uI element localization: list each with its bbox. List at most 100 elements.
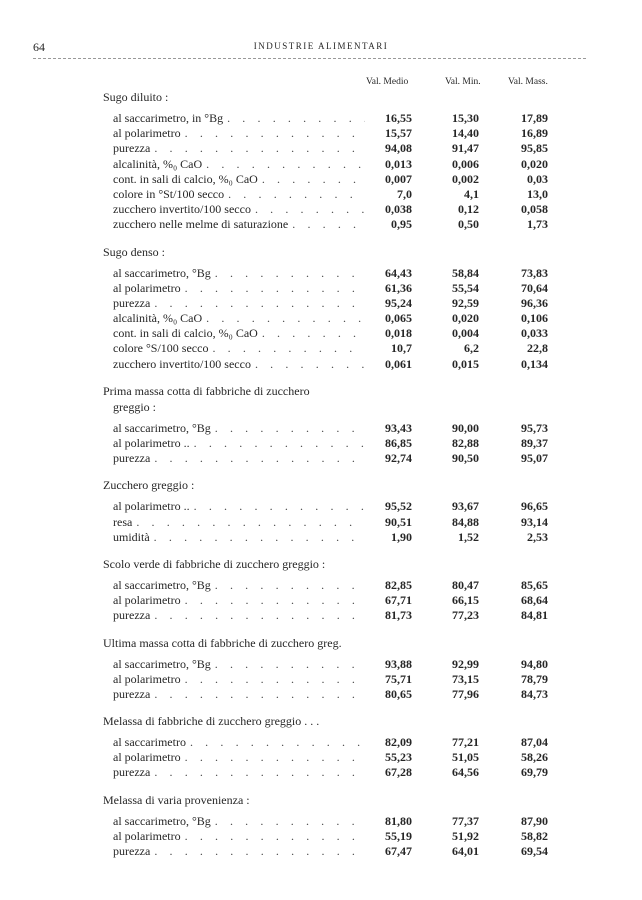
value-mass: 73,83 [521, 265, 548, 280]
table-row: al polarimetro .. . . . . . . . . . . . … [103, 436, 563, 451]
row-label: purezza [113, 608, 151, 623]
dot-leader: . . . . . . . . . . . . . . . . . . . . … [214, 813, 365, 828]
row-label-cell: purezza . . . . . . . . . . . . . . . . … [103, 296, 365, 311]
dot-leader: . . . . . . . . . . . . . . . . . . . . … [184, 671, 365, 686]
dot-leader: . . . . . . . . . . . . . . . . . . . . … [206, 156, 365, 171]
table-row: purezza . . . . . . . . . . . . . . . . … [103, 687, 563, 702]
dot-leader: . . . . . . . . . . . . . . . . . . . . … [261, 171, 365, 186]
value-medio: 10,7 [391, 341, 412, 356]
value-min: 93,67 [452, 499, 479, 514]
value-medio: 67,28 [385, 765, 412, 780]
row-label-cell: al polarimetro .. . . . . . . . . . . . … [103, 436, 365, 451]
value-medio: 15,57 [385, 126, 412, 141]
value-min: 91,47 [452, 141, 479, 156]
row-label-cell: cont. in sali di calcio, %₀ CaO . . . . … [103, 172, 365, 187]
dot-leader: . . . . . . . . . . . . . . . . . . . . … [193, 499, 365, 514]
row-label-cell: al polarimetro . . . . . . . . . . . . .… [103, 750, 365, 765]
row-label-cell: al polarimetro .. . . . . . . . . . . . … [103, 499, 365, 514]
section-rows: al saccarimetro, °Bg . . . . . . . . . .… [103, 421, 563, 467]
value-medio: 95,24 [385, 295, 412, 310]
row-label-cell: al saccarimetro, in °Bg . . . . . . . . … [103, 111, 365, 126]
value-medio: 0,065 [385, 311, 412, 326]
value-min: 1,52 [458, 529, 479, 544]
value-medio: 82,85 [385, 577, 412, 592]
row-label: resa [113, 514, 133, 529]
dot-leader: . . . . . . . . . . . . . . . . . . . . … [261, 326, 365, 341]
value-mass: 0,106 [521, 311, 548, 326]
row-label-cell: purezza . . . . . . . . . . . . . . . . … [103, 844, 365, 859]
value-min: 51,05 [452, 750, 479, 765]
section-subtitle: greggio : [113, 399, 156, 414]
dot-leader: . . . . . . . . . . . . . . . . . . . . … [184, 126, 365, 141]
table-row: al polarimetro .. . . . . . . . . . . . … [103, 499, 563, 514]
value-min: 82,88 [452, 436, 479, 450]
row-label: al saccarimetro, °Bg [113, 577, 211, 592]
section-title: Sugo diluito : [103, 90, 169, 104]
row-label: al saccarimetro, in °Bg [113, 111, 224, 125]
row-label-cell: purezza . . . . . . . . . . . . . . . . … [103, 608, 365, 623]
value-mass: 96,36 [521, 295, 548, 310]
dot-leader: . . . . . . . . . . . . . . . . . . . . … [214, 577, 365, 592]
value-medio: 90,51 [385, 514, 412, 529]
dot-leader: . . . . . . . . . . . . . . . . . . . . … [214, 265, 365, 280]
section-title: Ultima massa cotta di fabbriche di zucch… [103, 635, 342, 650]
dot-leader: . . . . . . . . . . . . . . . . . . . . … [154, 686, 365, 701]
table-row: al saccarimetro, °Bg . . . . . . . . . .… [103, 266, 563, 281]
section-rows: al saccarimetro, °Bg . . . . . . . . . .… [103, 266, 563, 372]
value-min: 0,004 [452, 326, 479, 341]
table-row: purezza . . . . . . . . . . . . . . . . … [103, 141, 563, 156]
row-label: al polarimetro [113, 280, 181, 295]
row-label: al polarimetro [113, 671, 181, 686]
row-label-cell: purezza . . . . . . . . . . . . . . . . … [103, 451, 365, 466]
value-min: 0,50 [458, 217, 479, 232]
table-row: zucchero invertito/100 secco . . . . . .… [103, 357, 563, 372]
value-min: 77,96 [452, 686, 479, 701]
table-row: colore °S/100 secco . . . . . . . . . . … [103, 341, 563, 356]
row-label-cell: al polarimetro . . . . . . . . . . . . .… [103, 126, 365, 141]
dot-leader: . . . . . . . . . . . . . . . . . . . . … [154, 765, 365, 780]
row-label-cell: al saccarimetro, °Bg . . . . . . . . . .… [103, 266, 365, 281]
section-rows: al saccarimetro, °Bg . . . . . . . . . .… [103, 657, 563, 703]
section-rows: al saccarimetro, °Bg . . . . . . . . . .… [103, 578, 563, 624]
value-mass: 89,37 [521, 436, 548, 450]
row-label-cell: purezza . . . . . . . . . . . . . . . . … [103, 765, 365, 780]
dot-leader: . . . . . . . . . . . . . . . . . . . . … [214, 420, 365, 435]
section-rows: al polarimetro .. . . . . . . . . . . . … [103, 499, 563, 545]
value-mass: 1,73 [527, 217, 548, 232]
value-medio: 81,73 [385, 608, 412, 623]
value-mass: 84,73 [521, 686, 548, 701]
dot-leader: . . . . . . . . . . . . . . . . . . . . … [193, 436, 365, 450]
column-header-mass: Val. Mass. [508, 77, 548, 87]
row-label-cell: purezza . . . . . . . . . . . . . . . . … [103, 141, 365, 156]
dot-leader: . . . . . . . . . . . . . . . . . . . . … [184, 750, 365, 765]
value-min: 73,15 [452, 671, 479, 686]
value-mass: 58,82 [521, 828, 548, 843]
dot-leader: . . . . . . . . . . . . . . . . . . . . … [184, 280, 365, 295]
value-min: 0,002 [452, 171, 479, 186]
value-mass: 0,020 [521, 156, 548, 171]
table-row: al saccarimetro, °Bg . . . . . . . . . .… [103, 657, 563, 672]
table-row: al polarimetro . . . . . . . . . . . . .… [103, 672, 563, 687]
value-min: 0,020 [452, 311, 479, 326]
row-label: alcalinità, %₀ CaO [113, 311, 203, 326]
value-medio: 0,013 [385, 156, 412, 171]
value-min: 0,006 [452, 156, 479, 171]
value-mass: 87,04 [521, 735, 548, 750]
table-row: al saccarimetro, °Bg . . . . . . . . . .… [103, 578, 563, 593]
section-title: Prima massa cotta di fabbriche di zucche… [103, 383, 310, 398]
table-row: al polarimetro . . . . . . . . . . . . .… [103, 281, 563, 296]
value-mass: 87,90 [521, 813, 548, 828]
row-label-cell: zucchero invertito/100 secco . . . . . .… [103, 202, 365, 217]
row-label: purezza [113, 765, 151, 780]
value-medio: 86,85 [385, 436, 412, 450]
row-label-cell: al saccarimetro . . . . . . . . . . . . … [103, 735, 365, 750]
value-mass: 13,0 [527, 186, 548, 201]
value-min: 15,30 [452, 111, 479, 125]
row-label-cell: cont. in sali di calcio, %₀ CaO . . . . … [103, 326, 365, 341]
table-row: al saccarimetro, °Bg . . . . . . . . . .… [103, 421, 563, 436]
dot-leader: . . . . . . . . . . . . . . . . . . . . … [153, 529, 365, 544]
value-medio: 93,43 [385, 420, 412, 435]
value-mass: 85,65 [521, 577, 548, 592]
row-label: al saccarimetro, °Bg [113, 420, 211, 435]
dot-leader: . . . . . . . . . . . . . . . . . . . . … [184, 828, 365, 843]
